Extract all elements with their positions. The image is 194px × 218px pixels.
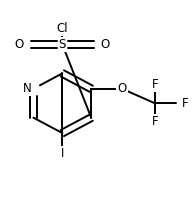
Text: O: O <box>117 82 127 95</box>
Text: O: O <box>101 38 110 51</box>
Text: O: O <box>15 38 24 51</box>
Text: I: I <box>61 147 64 160</box>
Text: F: F <box>152 78 158 91</box>
Text: F: F <box>182 97 188 110</box>
Text: N: N <box>23 82 31 95</box>
Text: S: S <box>59 38 66 51</box>
Text: Cl: Cl <box>56 22 68 35</box>
Text: F: F <box>152 115 158 128</box>
